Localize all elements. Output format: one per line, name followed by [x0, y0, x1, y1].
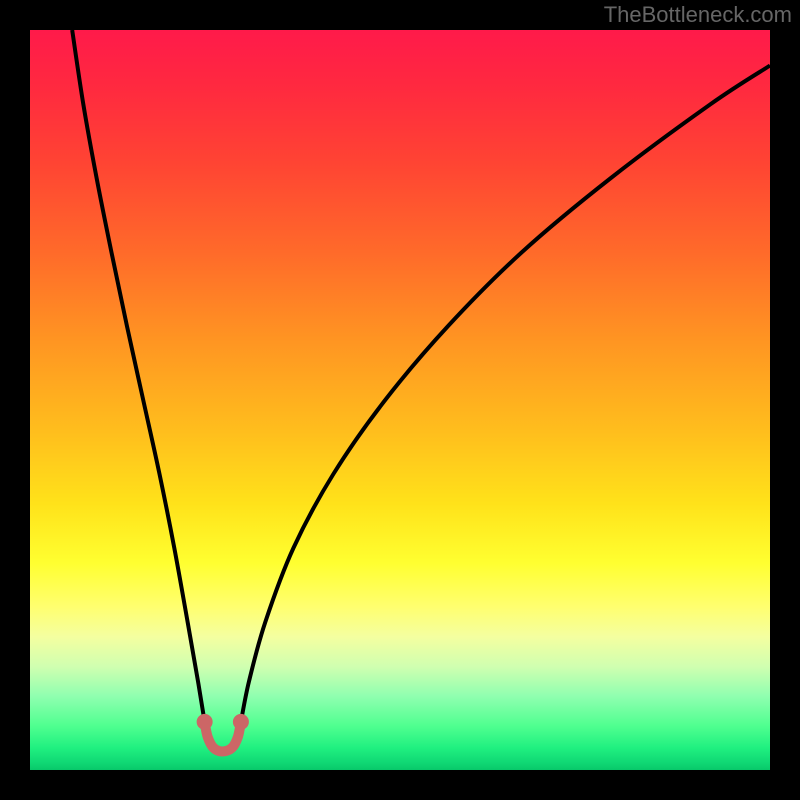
curve-layer: [30, 30, 770, 770]
watermark: TheBottleneck.com: [604, 2, 792, 28]
curve-right-branch: [241, 66, 770, 722]
marker-right: [233, 714, 249, 730]
plot-area: [30, 30, 770, 770]
marker-left: [197, 714, 213, 730]
curve-left-branch: [72, 30, 204, 722]
